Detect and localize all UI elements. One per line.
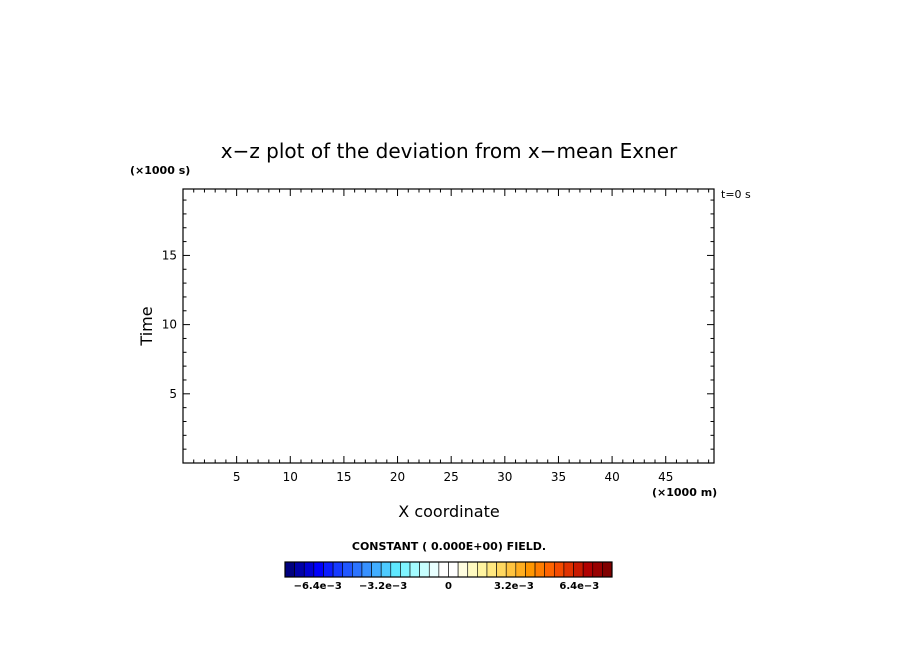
colorbar-cell: [390, 561, 401, 578]
x-unit-label: (×1000 m): [652, 486, 717, 499]
x-tick-label: 20: [390, 470, 405, 484]
colorbar-cell: [332, 561, 344, 578]
x-axis-title: X coordinate: [398, 502, 499, 521]
colorbar-cell: [352, 561, 363, 578]
colorbar-cell: [284, 561, 295, 578]
colorbar-cell: [323, 561, 334, 578]
plot-frame: [182, 188, 715, 464]
colorbar-tick-label: −3.2e−3: [359, 581, 407, 592]
colorbar-cell: [457, 561, 469, 578]
colorbar-cell: [563, 561, 574, 578]
y-tick-label: 15: [162, 248, 177, 262]
colorbar-cell: [400, 561, 411, 578]
x-tick-label: 35: [551, 470, 566, 484]
colorbar-cell: [467, 561, 478, 578]
colorbar-cell: [486, 561, 497, 578]
colorbar-cell: [553, 561, 565, 578]
y-axis-ticks: 5 10 15: [162, 199, 714, 450]
colorbar-cell: [380, 561, 392, 578]
y-tick-label: 10: [162, 318, 177, 332]
chart-title: x−z plot of the deviation from x−mean Ex…: [221, 139, 678, 163]
colorbar-cell: [573, 561, 584, 578]
colorbar-cell: [371, 561, 382, 578]
colorbar-cell: [592, 561, 603, 578]
colorbar-frame: [284, 561, 613, 578]
colorbar: [284, 561, 613, 578]
colorbar-tick-label: 6.4e−3: [559, 581, 599, 592]
colorbar-cell: [342, 561, 353, 578]
colorbar-cell: [582, 561, 594, 578]
colorbar-cell: [602, 561, 613, 578]
x-tick-label: 5: [233, 470, 241, 484]
x-tick-label: 45: [658, 470, 673, 484]
x-tick-label: 40: [604, 470, 619, 484]
colorbar-cell: [303, 561, 315, 578]
colorbar-cell: [294, 561, 305, 578]
x-axis-ticks: 5 10 15 20 25 30 35 40 45: [193, 189, 710, 484]
colorbar-labels: −6.4e−3 −3.2e−3 0 3.2e−3 6.4e−3: [294, 581, 600, 592]
x-tick-label: 25: [444, 470, 459, 484]
colorbar-cell: [419, 561, 430, 578]
colorbar-cell: [428, 561, 440, 578]
x-tick-label: 15: [336, 470, 351, 484]
colorbar-cell: [361, 561, 372, 578]
colorbar-tick-label: −6.4e−3: [294, 581, 342, 592]
x-tick-label: 10: [283, 470, 298, 484]
colorbar-cell: [313, 561, 324, 578]
y-axis-title: Time: [137, 306, 156, 346]
colorbar-cell: [515, 561, 526, 578]
colorbar-cell: [534, 561, 545, 578]
time-label: t=0 s: [721, 188, 751, 201]
colorbar-cell: [544, 561, 555, 578]
colorbar-tick-label: 0: [445, 581, 452, 592]
x-tick-label: 30: [497, 470, 512, 484]
field-note: CONSTANT ( 0.000E+00) FIELD.: [352, 540, 546, 553]
colorbar-cell: [505, 561, 517, 578]
colorbar-cell: [448, 561, 459, 578]
colorbar-cell: [496, 561, 507, 578]
y-unit-label: (×1000 s): [130, 164, 190, 177]
colorbar-cell: [409, 561, 420, 578]
colorbar-cell: [477, 561, 488, 578]
colorbar-cell: [438, 561, 449, 578]
colorbar-tick-label: 3.2e−3: [494, 581, 534, 592]
colorbar-cell: [525, 561, 536, 578]
y-tick-label: 5: [169, 387, 177, 401]
